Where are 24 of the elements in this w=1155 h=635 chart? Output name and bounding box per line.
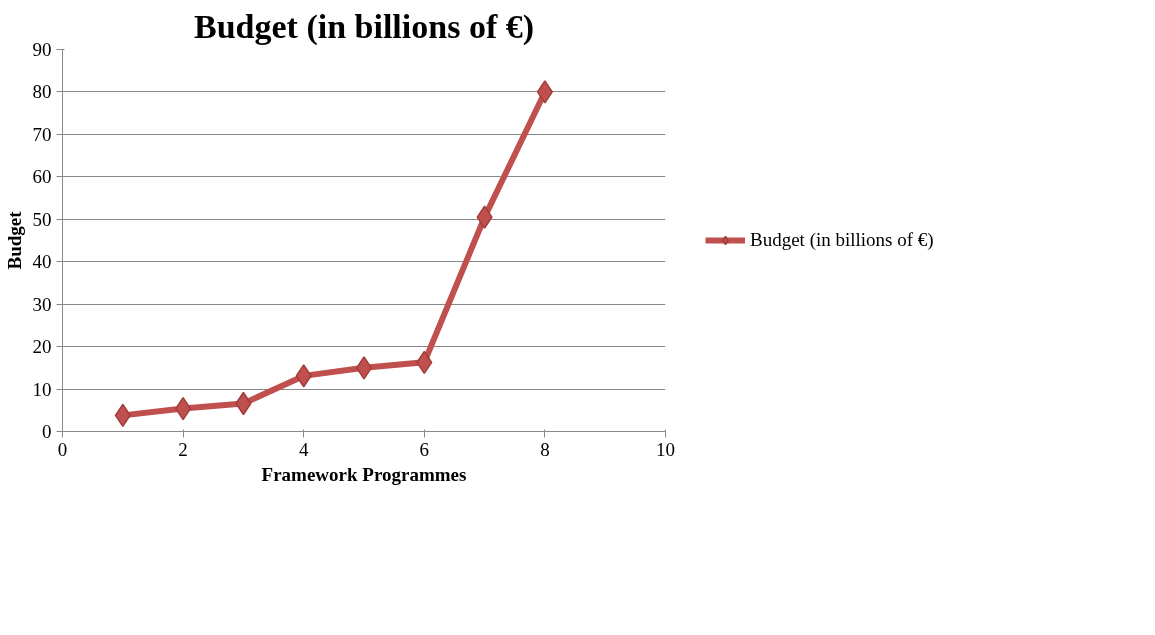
y-tick-label: 40 [32,251,52,273]
x-tick-label: 4 [298,438,309,460]
chart-title: Budget (in billions of €) [193,7,535,46]
point [476,205,493,229]
y-tick-label: 60 [32,166,52,188]
y-tick-label: 90 [32,39,52,60]
x-axis-title: Framework Programmes [261,463,467,485]
point [355,356,373,380]
x-tick-label: 10 [656,438,675,460]
y-axis-title: Budget [3,210,25,270]
point [536,80,553,104]
point [295,364,312,388]
y-tick-label: 30 [32,293,52,315]
x-tick-label: 2 [178,438,188,460]
y-tick-label: 10 [32,378,52,400]
y-tick-label: 20 [32,336,52,358]
y-tick-label: 50 [32,208,52,230]
y-tick-label: 0 [42,421,52,442]
x-tick-label: 6 [419,438,430,460]
y-tick-label: 80 [32,81,52,103]
y-tick-label: 70 [32,123,52,145]
x-tick-label: 8 [540,438,550,460]
x-tick-label: 0 [57,438,68,460]
legend-label: Budget (in billions of €) [750,229,934,251]
